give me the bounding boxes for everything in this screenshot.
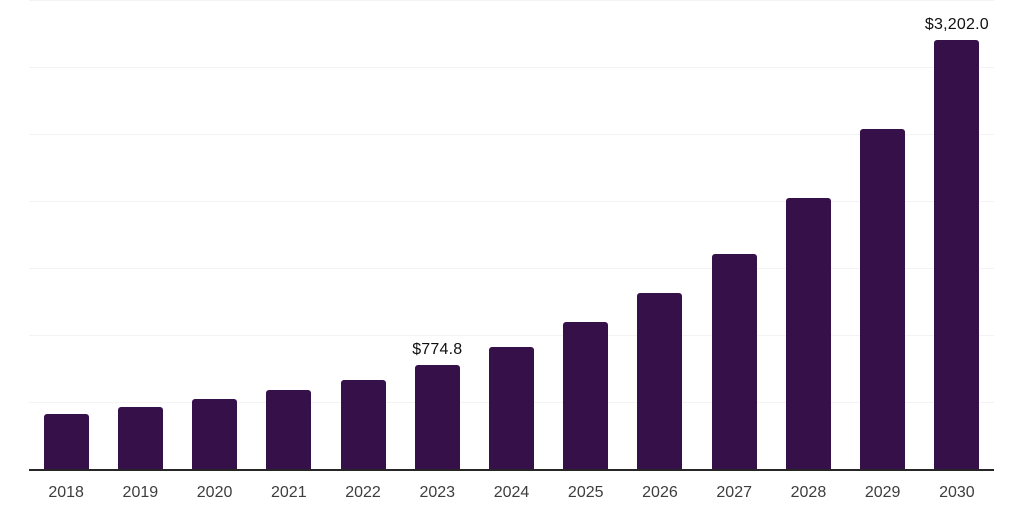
gridline-2000 bbox=[29, 201, 994, 202]
data-label-2030: $3,202.0 bbox=[924, 15, 989, 33]
bar-2030 bbox=[934, 39, 980, 469]
x-tick-2022: 2022 bbox=[345, 484, 381, 501]
x-tick-2025: 2025 bbox=[567, 484, 604, 501]
bar-2022 bbox=[340, 379, 386, 469]
bar-2029 bbox=[860, 129, 906, 469]
x-tick-2021: 2021 bbox=[271, 484, 307, 501]
gridline-1500 bbox=[29, 268, 994, 269]
bar-2026 bbox=[637, 293, 683, 469]
gridline-3500 bbox=[29, 0, 994, 1]
x-tick-2026: 2026 bbox=[642, 484, 678, 501]
gridline-2500 bbox=[29, 134, 994, 135]
bar-2021 bbox=[266, 389, 312, 469]
x-axis-line bbox=[29, 469, 994, 471]
x-tick-2028: 2028 bbox=[790, 484, 827, 501]
x-tick-2027: 2027 bbox=[716, 484, 752, 501]
bar-2023 bbox=[414, 365, 460, 469]
gridline-3000 bbox=[29, 67, 994, 68]
bar-2025 bbox=[563, 321, 609, 469]
gridline-1000 bbox=[29, 335, 994, 336]
x-tick-2024: 2024 bbox=[493, 484, 530, 501]
x-tick-2029: 2029 bbox=[864, 484, 901, 501]
x-tick-2018: 2018 bbox=[48, 484, 84, 501]
data-label-2023: $774.8 bbox=[412, 341, 463, 359]
x-tick-2023: 2023 bbox=[419, 484, 456, 501]
bar-2019 bbox=[117, 406, 163, 469]
bar-2018 bbox=[43, 413, 89, 469]
x-tick-2019: 2019 bbox=[122, 484, 159, 501]
x-tick-2030: 2030 bbox=[939, 484, 975, 501]
plot-area: $774.8 $3,202.0 bbox=[29, 0, 994, 471]
bar-2020 bbox=[192, 399, 238, 469]
bar-2027 bbox=[711, 253, 757, 469]
bar-2024 bbox=[489, 346, 534, 469]
bar-2028 bbox=[785, 198, 831, 469]
x-tick-2020: 2020 bbox=[196, 484, 233, 501]
